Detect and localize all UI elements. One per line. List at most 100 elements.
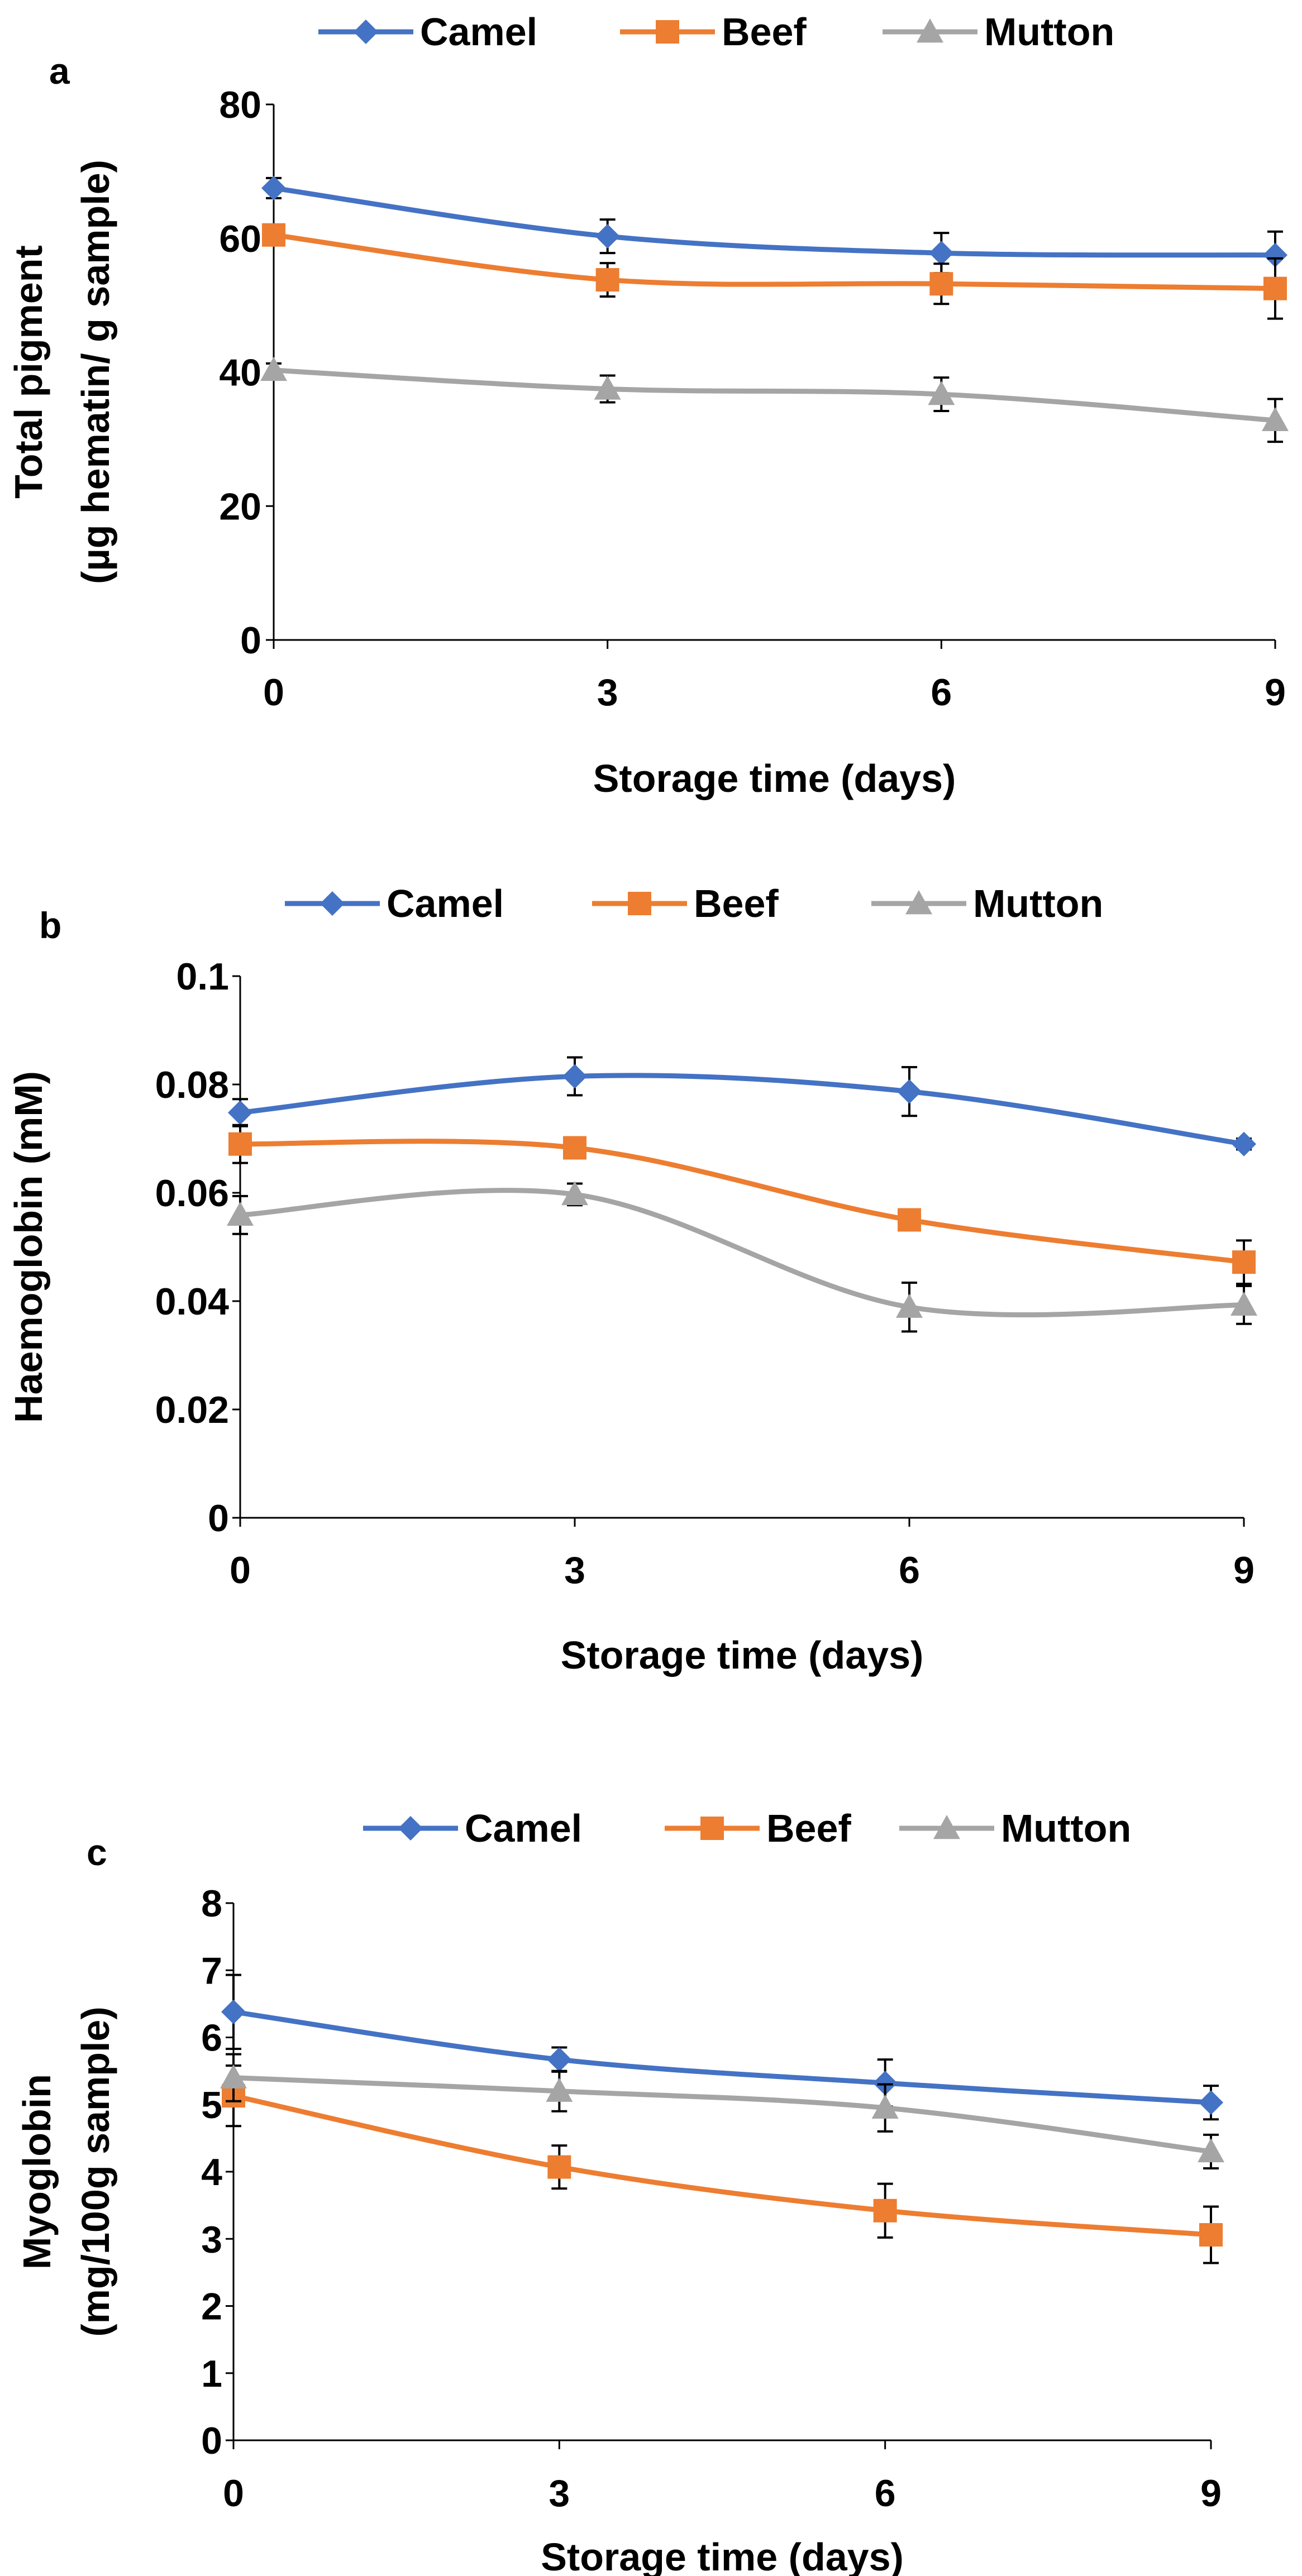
x-tick-label: 9	[1200, 2472, 1222, 2515]
y-tick-label: 0.08	[155, 1064, 229, 1106]
legend-label: Mutton	[984, 10, 1114, 54]
data-point-square	[262, 223, 285, 247]
series-camel	[228, 1056, 1256, 1156]
series-line	[233, 2093, 1212, 2238]
y-tick-label: 0.02	[155, 1389, 229, 1431]
x-tick-label: 3	[549, 2472, 570, 2515]
data-point-triangle	[1198, 2138, 1224, 2163]
x-tick-label: 0	[263, 671, 284, 714]
y-ticks: 0 20 40 60 80	[219, 84, 274, 662]
y-tick-label: 6	[201, 2017, 222, 2059]
y-tick-label: 8	[201, 1882, 222, 1925]
x-ticks: 0 3 6 9	[230, 1518, 1255, 1592]
legend: Camel Beef Mutton	[318, 10, 1114, 54]
series-line	[233, 2009, 1212, 2105]
y-tick-label: 1	[201, 2353, 222, 2395]
x-axis-title: Storage time (days)	[593, 757, 956, 800]
y-axis-title: Haemoglobin (mM)	[7, 1071, 50, 1423]
legend-label: Camel	[420, 10, 537, 54]
series-mutton	[227, 1181, 1257, 1333]
legend-label: Camel	[465, 1806, 582, 1850]
panel-letter: a	[49, 50, 70, 92]
data-point-diamond	[1263, 242, 1287, 267]
data-point-diamond	[1199, 2090, 1223, 2115]
data-point-diamond	[595, 224, 620, 249]
legend-marker-square	[700, 1817, 724, 1840]
legend: Camel Beef Mutton	[285, 882, 1103, 925]
y-tick-label: 0.04	[155, 1280, 230, 1323]
legend-label: Mutton	[1001, 1806, 1131, 1850]
y-ticks: 0 0.02 0.04 0.06 0.08 0.1	[155, 955, 240, 1540]
legend-marker-diamond	[398, 1816, 423, 1841]
legend-item-mutton: Mutton	[871, 882, 1103, 925]
y-tick-label: 3	[201, 2218, 222, 2260]
chart-panel-a: a Camel Beef Mutton 0 20 40 60 80 0 3 6 9 Storage tim…	[7, 10, 1289, 800]
data-point-triangle	[928, 381, 955, 405]
series-line	[273, 232, 1276, 291]
x-ticks: 0 3 6 9	[223, 2440, 1222, 2515]
y-axis-title: Total pigment	[7, 245, 50, 499]
y-tick-label: 0	[240, 619, 261, 662]
series-beef	[228, 1124, 1256, 1285]
panel-letter: b	[39, 905, 61, 946]
legend-marker-square	[628, 892, 651, 915]
legend-marker-square	[656, 20, 679, 44]
legend-item-camel: Camel	[318, 10, 537, 54]
series-line	[240, 1139, 1244, 1265]
x-tick-label: 0	[230, 1549, 251, 1592]
y-tick-label: 80	[219, 84, 261, 126]
legend-label: Beef	[766, 1806, 851, 1850]
series-line	[240, 1188, 1244, 1318]
legend-item-mutton: Mutton	[883, 10, 1114, 54]
x-ticks: 0 3 6 9	[263, 640, 1286, 714]
data-point-diamond	[562, 1064, 587, 1089]
data-point-triangle	[1231, 1291, 1257, 1316]
series-camel	[261, 175, 1287, 280]
y-tick-label: 4	[201, 2151, 222, 2193]
y-tick-label: 0	[208, 1497, 229, 1540]
chart-panel-b: b Camel Beef Mutton 0 0.02 0.04 0.06 0.08 0.1 0 3 6 9…	[7, 882, 1257, 1677]
data-point-triangle	[1262, 407, 1289, 432]
y-ticks: 0 1 2 3 4 5 6 7 8	[201, 1882, 233, 2462]
series-camel	[221, 1973, 1223, 2121]
legend-item-beef: Beef	[665, 1806, 851, 1850]
data-point-square	[873, 2199, 897, 2223]
series-line	[233, 2075, 1212, 2154]
legend-marker-triangle	[905, 890, 932, 915]
legend-label: Beef	[722, 10, 807, 54]
data-point-triangle	[594, 375, 621, 400]
data-point-diamond	[547, 2047, 572, 2072]
data-point-triangle	[227, 1201, 254, 1226]
series-beef	[262, 223, 1287, 320]
legend-item-beef: Beef	[620, 10, 807, 54]
y-tick-label: 40	[219, 352, 261, 394]
series-line	[240, 1073, 1244, 1147]
data-point-triangle	[546, 2077, 573, 2102]
legend-marker-diamond	[354, 20, 378, 44]
y-tick-label: 5	[201, 2084, 222, 2126]
series-mutton	[260, 356, 1289, 443]
data-point-triangle	[260, 356, 287, 381]
legend-label: Mutton	[973, 882, 1103, 925]
data-point-triangle	[561, 1181, 588, 1206]
x-tick-label: 6	[899, 1549, 920, 1592]
data-point-diamond	[1232, 1131, 1256, 1156]
y-tick-label: 20	[219, 485, 261, 528]
y-tick-label: 0.06	[155, 1172, 229, 1215]
x-tick-label: 3	[597, 671, 618, 714]
y-axis-title: (mg/100g sample)	[74, 2006, 117, 2336]
x-tick-label: 9	[1233, 1549, 1255, 1592]
y-tick-label: 0.1	[176, 955, 229, 998]
legend-label: Camel	[387, 882, 504, 925]
chart-panel-c: c Camel Beef Mutton 0 1 2 3 4 5 6 7 8 0 3 6 9 Storage tim…	[15, 1806, 1224, 2576]
y-tick-label: 2	[201, 2286, 222, 2328]
x-tick-label: 9	[1265, 671, 1286, 714]
data-point-square	[1199, 2223, 1223, 2247]
legend-item-mutton: Mutton	[899, 1806, 1131, 1850]
data-point-square	[1232, 1250, 1256, 1274]
y-tick-label: 60	[219, 218, 261, 260]
data-point-square	[547, 2155, 571, 2179]
legend-item-camel: Camel	[285, 882, 504, 925]
x-tick-label: 3	[564, 1549, 585, 1592]
data-point-triangle	[220, 2064, 247, 2088]
